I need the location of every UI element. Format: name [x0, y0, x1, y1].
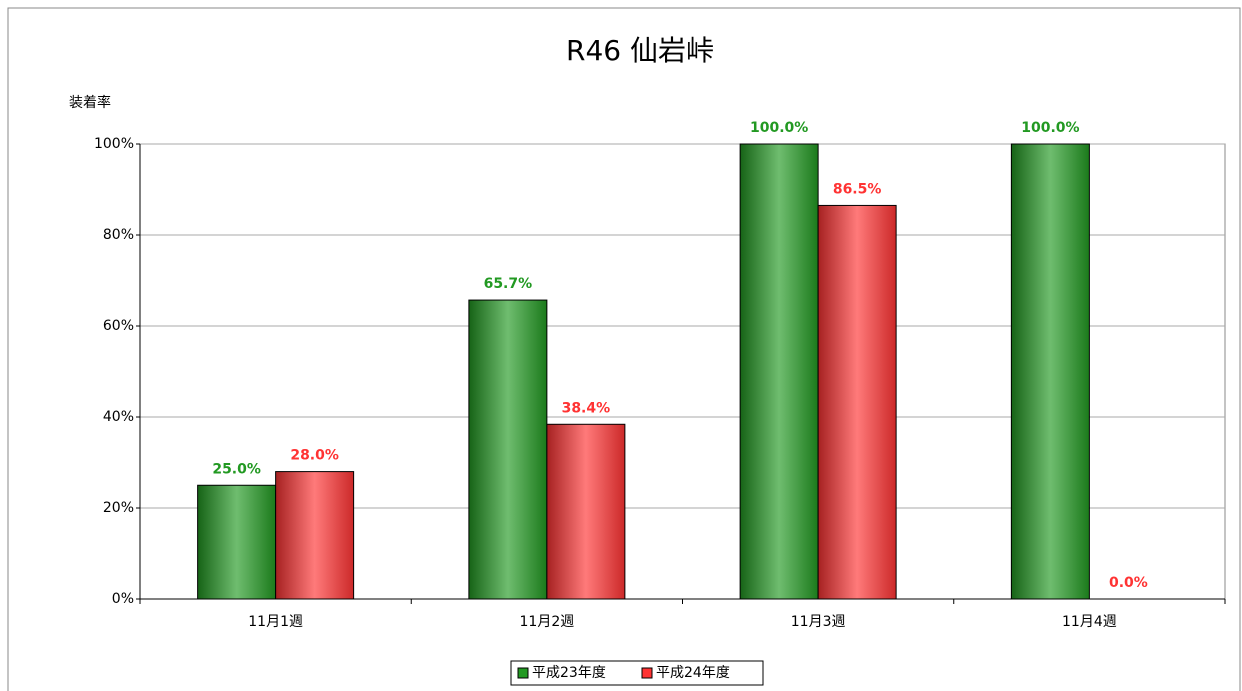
bar — [468, 299, 548, 600]
y-tick-label: 0% — [112, 591, 134, 607]
legend-box — [510, 660, 764, 686]
value-label: 28.0% — [290, 448, 339, 464]
value-label: 0.0% — [1109, 575, 1148, 591]
value-label: 65.7% — [484, 276, 533, 292]
x-tick-label: 11月4週 — [1062, 614, 1117, 630]
y-tick-label: 100% — [94, 136, 134, 152]
bar — [275, 471, 355, 600]
legend-label: 平成24年度 — [656, 665, 730, 681]
y-tick-label: 80% — [103, 227, 134, 243]
x-tick-label: 11月2週 — [520, 614, 575, 630]
value-label: 100.0% — [1021, 120, 1079, 136]
x-tick-label: 11月3週 — [791, 614, 846, 630]
bar — [739, 143, 819, 600]
value-label: 100.0% — [750, 120, 808, 136]
legend-label: 平成23年度 — [532, 665, 606, 681]
legend-swatch — [641, 667, 653, 679]
y-tick-label: 40% — [103, 409, 134, 425]
y-axis-label: 装着率 — [69, 94, 111, 111]
chart-title: R46 仙岩峠 — [566, 34, 714, 67]
y-tick-label: 60% — [103, 318, 134, 334]
bar — [817, 204, 897, 600]
y-tick-label: 20% — [103, 500, 134, 516]
x-tick-label: 11月1週 — [248, 614, 303, 630]
legend-swatch — [517, 667, 529, 679]
value-label: 38.4% — [562, 400, 611, 416]
value-label: 25.0% — [212, 461, 261, 477]
bar — [546, 423, 626, 600]
bar — [197, 484, 277, 600]
bar — [1010, 143, 1090, 600]
value-label: 86.5% — [833, 181, 882, 197]
